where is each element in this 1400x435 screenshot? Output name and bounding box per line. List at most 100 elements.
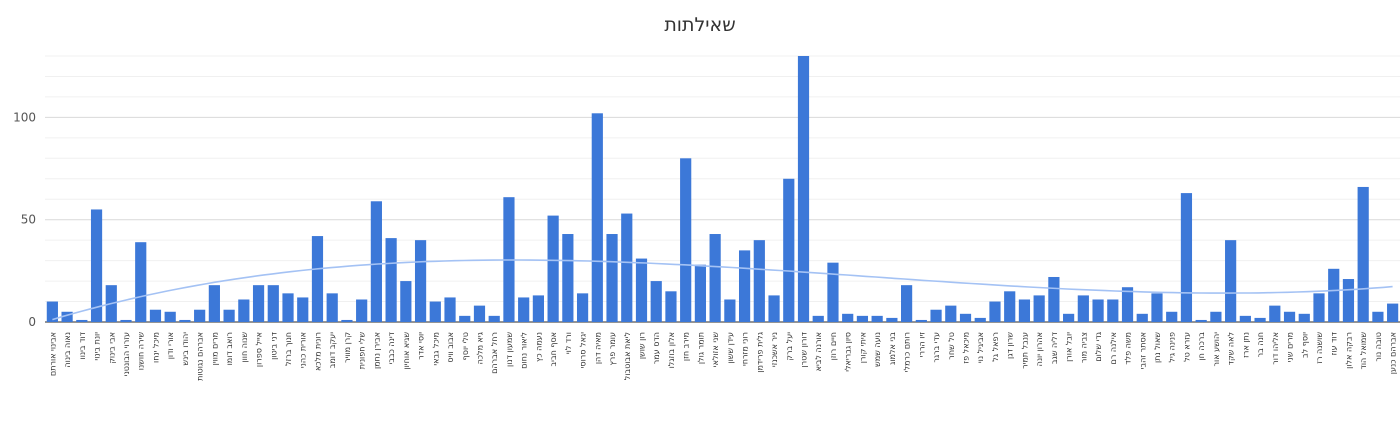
bar [974, 317, 986, 322]
x-tick-label: בני אלמוג [888, 332, 897, 365]
bar [90, 209, 103, 322]
x-tick-label: ורד לוי [564, 332, 573, 354]
bar [311, 236, 324, 322]
x-tick-label: רחל אברהם [490, 332, 499, 374]
bar [341, 319, 353, 322]
x-tick-label: נעמה כץ [534, 332, 543, 362]
bar [459, 315, 471, 322]
bar [252, 285, 265, 322]
bar [591, 113, 603, 323]
bar [1372, 311, 1384, 322]
x-tick-label: אהרון יונה [1035, 332, 1044, 366]
bar [1092, 299, 1104, 322]
bar [1151, 293, 1163, 322]
bar [547, 215, 559, 322]
x-tick-label: שירה חושנו [137, 332, 146, 371]
x-tick-label: מיכל ינחו [151, 332, 160, 363]
bar [738, 250, 751, 322]
bar [1195, 319, 1207, 322]
bar [709, 234, 721, 322]
bar [1283, 311, 1296, 322]
bar [473, 305, 486, 322]
x-tick-label: עומר פרץ [608, 332, 617, 366]
x-tick-label: דני ביטון [269, 331, 278, 359]
bar [1063, 313, 1075, 322]
x-tick-label: שמואל הוד [1359, 332, 1368, 370]
bar [886, 317, 898, 322]
bar [1004, 291, 1016, 322]
x-tick-label: אליהו דור [1271, 332, 1280, 365]
x-tick-label: שאול נתן [1153, 332, 1162, 363]
bar [1077, 295, 1089, 322]
bar [1136, 313, 1148, 322]
bar [61, 311, 73, 322]
x-tick-label: אברהם כנען [1389, 332, 1398, 374]
bar [76, 319, 88, 322]
x-tick-label: עדי ברגר [932, 332, 941, 363]
x-tick-label: שנוה חוון [240, 332, 249, 363]
bar [680, 158, 692, 322]
bar [856, 315, 869, 322]
x-tick-label: מרים שני [1286, 332, 1295, 362]
x-tick-label: ליאור נחום [520, 332, 529, 369]
x-tick-label: ברכה חן [1197, 332, 1206, 361]
x-tick-label: יהושע אור [1212, 332, 1221, 367]
x-tick-label: קרן מוויר [343, 332, 352, 363]
x-tick-label: מאיה דהן [593, 332, 602, 364]
x-tick-label: פנינה גיל [1168, 332, 1177, 363]
bar [1313, 293, 1325, 322]
x-tick-label: חיים רוזן [829, 332, 838, 360]
bar [562, 234, 574, 322]
x-tick-label: ענבל תמיר [1020, 332, 1029, 369]
bar [606, 234, 618, 322]
bar [989, 301, 1001, 322]
bar [297, 297, 309, 322]
bar [635, 258, 648, 322]
x-tick-label: אביגיל נוי [976, 332, 985, 363]
x-tick-label: אורנה לביא [814, 332, 823, 371]
bar [400, 281, 412, 322]
bar [444, 297, 456, 322]
bar [135, 242, 147, 322]
x-tick-label: צביה מור [1079, 332, 1088, 363]
x-tick-label: רפאל גל [991, 332, 1000, 362]
x-tick-label: עזרא טל [1182, 332, 1191, 362]
bar [282, 293, 294, 322]
x-tick-label: רבקה אלון [1344, 332, 1353, 369]
y-tick-label: 50 [21, 213, 36, 227]
x-tick-label: יעל ברק [785, 332, 794, 361]
y-tick-label: 100 [13, 110, 36, 124]
x-tick-label: נאוה בינוה [63, 332, 72, 368]
x-tick-label: מיכל גבאי [431, 332, 440, 366]
x-tick-label: רונית מלכא [313, 332, 322, 371]
bar [665, 291, 677, 322]
x-tick-label: אסתר זהבי [1138, 332, 1147, 369]
trendline-path [52, 259, 1393, 321]
x-tick-label: יעקב דומב [328, 332, 337, 368]
x-tick-label: חנה בר [1256, 332, 1265, 357]
bar [842, 313, 854, 322]
bar [1121, 287, 1134, 322]
x-tick-label: ליאת אבוטבול [623, 332, 632, 380]
x-tick-label: אבירן נחמן [372, 332, 381, 369]
x-tick-label: רוני מזרחי [741, 332, 750, 366]
x-tick-label: עזרוי הבונטני [122, 332, 131, 376]
bar [871, 315, 883, 322]
x-tick-label: עידן ששון [726, 332, 735, 364]
x-tick-label: זיו הררי [917, 332, 926, 358]
x-tick-label: דוד עוז [1330, 331, 1339, 355]
y-tick-label: 0 [28, 315, 36, 329]
bar [1387, 303, 1399, 322]
bar [827, 262, 839, 322]
bar [532, 295, 544, 322]
x-tick-label: יוסי אדר [417, 332, 426, 360]
bar [1269, 305, 1281, 322]
bar [650, 281, 662, 322]
x-tick-label: אבי בינוק [107, 332, 116, 364]
bar [414, 240, 427, 322]
bar [370, 201, 382, 322]
x-tick-label: גיא מלכה [475, 331, 484, 364]
x-tick-label: רואב דומו [225, 332, 234, 365]
x-tick-label: אורי ודון [166, 332, 175, 359]
